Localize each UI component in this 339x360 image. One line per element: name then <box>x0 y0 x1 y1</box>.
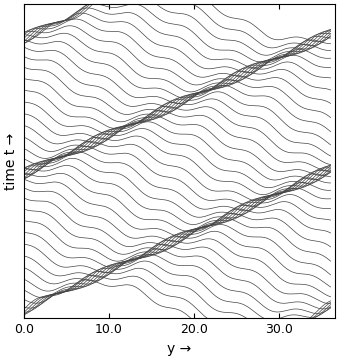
Y-axis label: time t →: time t → <box>4 133 18 190</box>
X-axis label: y →: y → <box>167 342 192 356</box>
